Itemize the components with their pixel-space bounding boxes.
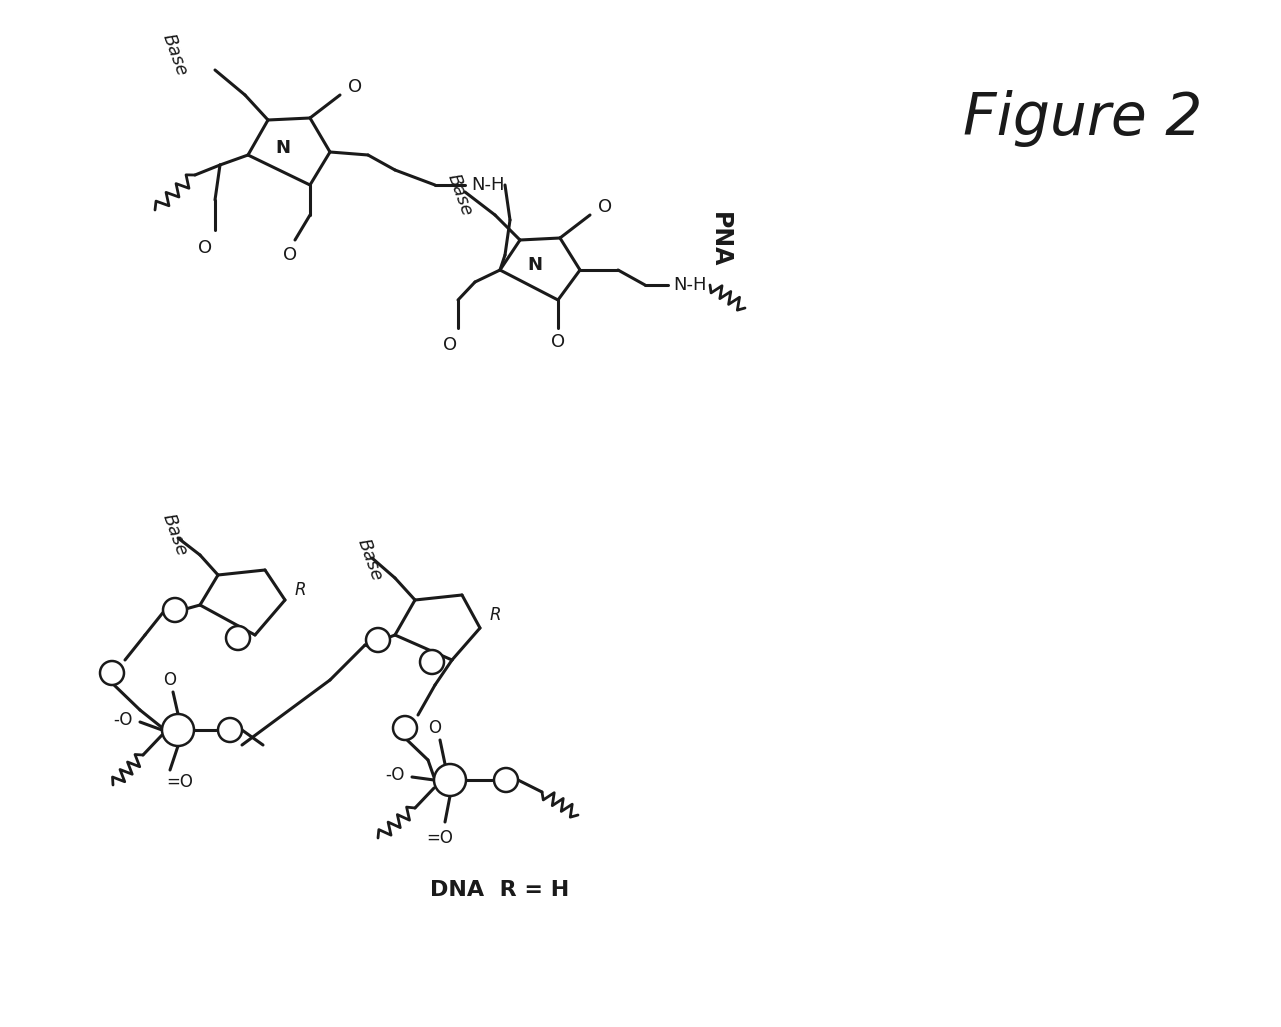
Circle shape bbox=[420, 650, 445, 674]
Text: DNA  R = H: DNA R = H bbox=[430, 880, 569, 900]
Text: O: O bbox=[199, 239, 213, 257]
Text: O: O bbox=[348, 78, 363, 96]
Text: O: O bbox=[106, 665, 118, 681]
Text: O: O bbox=[232, 631, 243, 646]
Text: O: O bbox=[429, 719, 442, 737]
Text: O: O bbox=[551, 333, 565, 351]
Text: O: O bbox=[443, 336, 457, 354]
Text: O: O bbox=[398, 721, 411, 735]
Text: Figure 2: Figure 2 bbox=[963, 89, 1202, 147]
Text: O: O bbox=[283, 246, 297, 264]
Text: Base: Base bbox=[354, 536, 386, 583]
Text: -O: -O bbox=[386, 766, 405, 784]
Text: N: N bbox=[528, 256, 542, 274]
Circle shape bbox=[225, 626, 250, 650]
Text: N-H: N-H bbox=[471, 176, 505, 194]
Circle shape bbox=[161, 714, 193, 746]
Text: O: O bbox=[598, 198, 612, 216]
Text: O: O bbox=[427, 654, 438, 670]
Text: O: O bbox=[500, 772, 512, 788]
Text: N: N bbox=[275, 139, 291, 157]
Text: R: R bbox=[295, 581, 306, 599]
Circle shape bbox=[218, 718, 242, 741]
Text: N-H: N-H bbox=[674, 276, 707, 294]
Text: PNA: PNA bbox=[708, 213, 731, 268]
Text: R: R bbox=[489, 606, 501, 624]
Circle shape bbox=[393, 716, 418, 740]
Text: O: O bbox=[169, 603, 181, 617]
Text: P: P bbox=[443, 771, 456, 789]
Text: =O: =O bbox=[427, 829, 453, 847]
Text: O: O bbox=[224, 723, 236, 737]
Circle shape bbox=[494, 768, 518, 792]
Text: Base: Base bbox=[445, 172, 477, 219]
Circle shape bbox=[434, 764, 466, 796]
Text: P: P bbox=[172, 721, 184, 739]
Text: Base: Base bbox=[159, 31, 191, 79]
Text: O: O bbox=[371, 633, 384, 647]
Circle shape bbox=[100, 661, 124, 685]
Circle shape bbox=[366, 627, 389, 652]
Text: -O: -O bbox=[113, 711, 133, 729]
Text: Base: Base bbox=[159, 511, 191, 559]
Circle shape bbox=[163, 598, 187, 622]
Text: O: O bbox=[164, 671, 177, 689]
Text: =O: =O bbox=[167, 773, 193, 791]
